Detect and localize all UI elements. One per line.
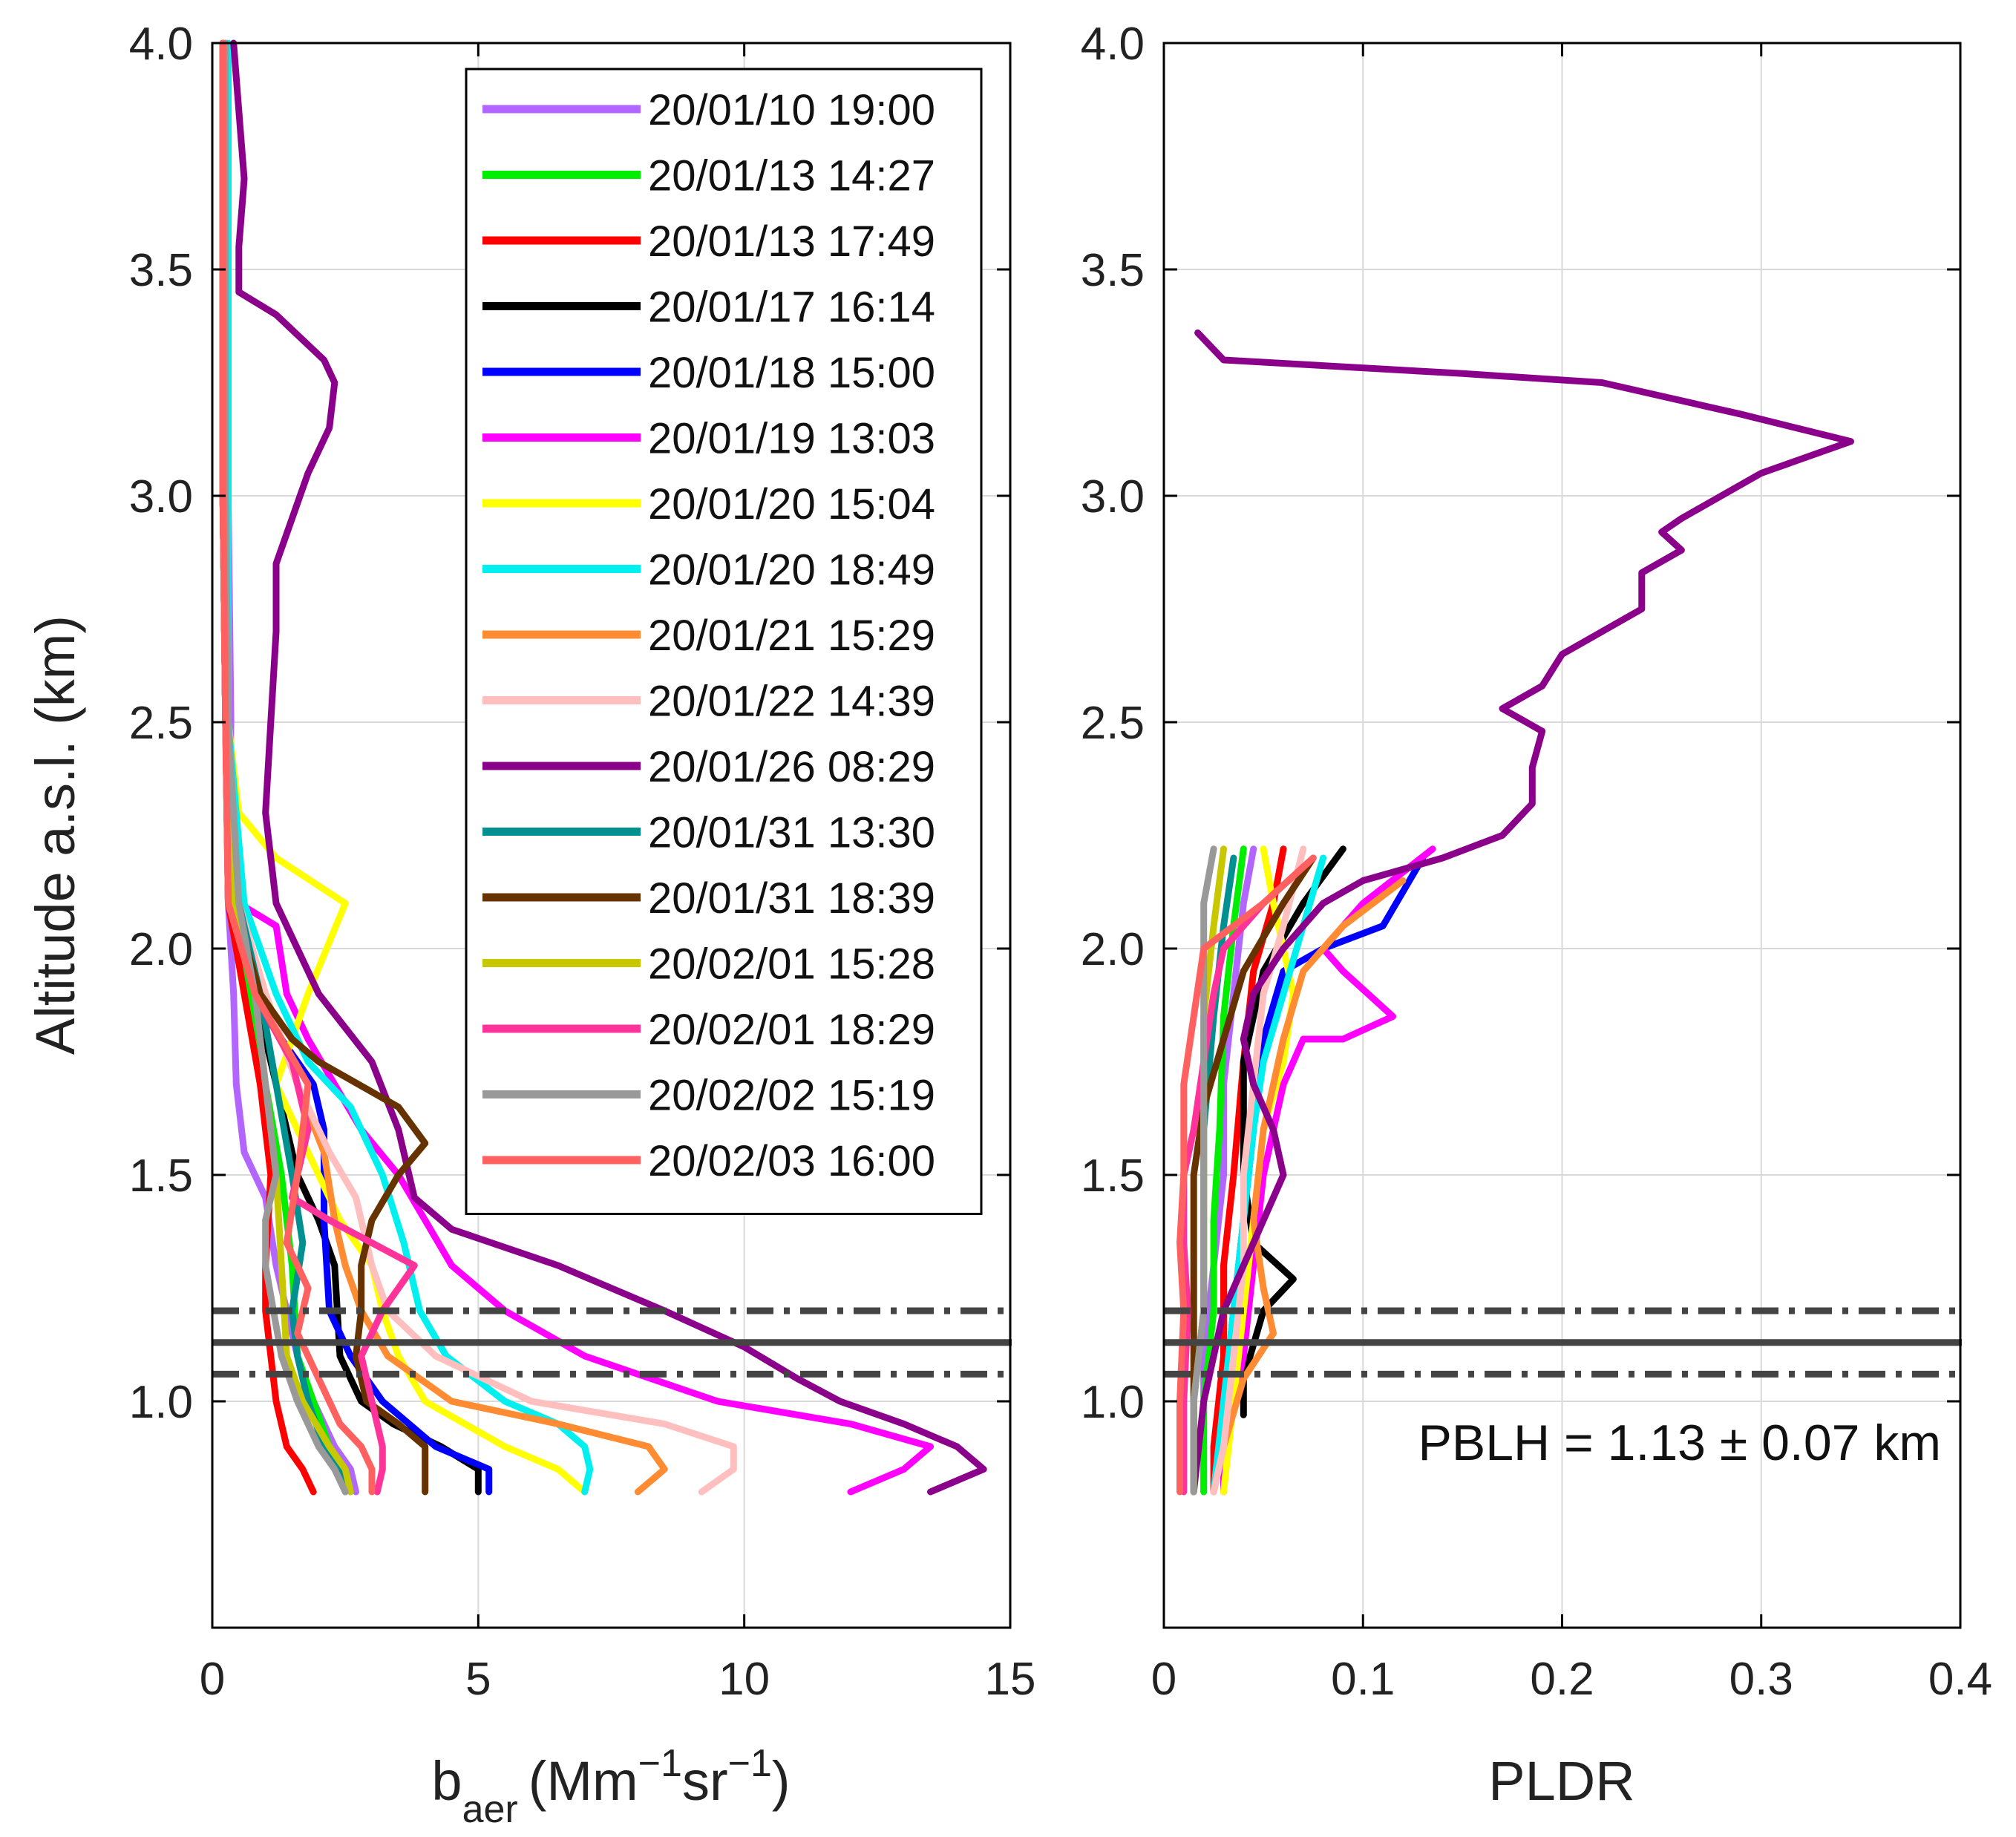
left-ticks: 0 5 10 15 1.0 1.5 2.0 2.5 3.0 3.5 4.0 [129,19,1036,1705]
right-panel: 0 0.1 0.2 0.3 0.4 1.0 1.5 2.0 2.5 3.0 3.5 4.0 PBLH … [1081,19,1992,1812]
legend-label: 20/01/20 18:49 [648,546,935,595]
xlabel-sup-2: −1 [728,1742,772,1785]
legend-label: 20/01/22 14:39 [648,678,935,726]
left-x-axis-label: baer (Mm−1sr−1) [431,1742,790,1831]
right-ticks: 0 0.1 0.2 0.3 0.4 1.0 1.5 2.0 2.5 3.0 3.5 4.0 [1081,19,1992,1705]
xlabel-subscript: aer [462,1788,518,1831]
right-series-line [1210,877,1407,1496]
left-ytick-label: 1.5 [129,1150,193,1202]
left-series-line [222,39,349,1496]
left-xtick-label: 5 [465,1654,491,1705]
xlabel-units-2: sr [682,1750,728,1812]
left-ytick-label: 4.0 [129,19,193,70]
legend-label: 20/01/18 15:00 [648,349,935,397]
right-xtick-label: 0.3 [1729,1654,1793,1705]
legend-label: 20/01/26 08:29 [648,743,935,791]
left-series-group [219,39,987,1496]
right-xtick-label: 0 [1151,1654,1176,1705]
left-ytick-label: 2.0 [129,924,193,975]
right-ytick-label: 2.5 [1081,698,1145,749]
legend-box [465,68,983,1215]
left-series-line [230,39,987,1496]
left-series-line [219,39,418,1496]
xlabel-close: ) [772,1750,791,1812]
legend-label: 20/02/01 15:28 [648,940,935,989]
legend-label: 20/01/10 19:00 [648,86,935,134]
legend-label: 20/02/02 15:19 [648,1072,935,1120]
right-series-line [1176,854,1317,1496]
right-x-axis-label: PLDR [1488,1750,1634,1812]
legend-label: 20/01/31 18:39 [648,874,935,923]
right-ytick-label: 1.0 [1081,1377,1145,1428]
right-series-line [1210,845,1307,1496]
right-xtick-label: 0.2 [1530,1654,1594,1705]
left-ytick-label: 2.5 [129,698,193,749]
left-pblh-lines [212,1307,1012,1378]
right-gridlines [1163,42,1961,1628]
legend: 20/01/10 19:00 20/01/13 14:27 20/01/13 17:… [465,68,983,1215]
legend-label: 20/02/01 18:29 [648,1006,935,1054]
left-y-axis-label: Altitude a.s.l. (km) [24,615,86,1055]
right-pblh-lines [1164,1307,1962,1378]
left-ytick-label: 3.5 [129,245,193,296]
legend-label: 20/01/31 13:30 [648,809,935,857]
left-xtick-label: 15 [985,1654,1036,1705]
right-ytick-label: 3.5 [1081,245,1145,296]
left-ytick-label: 3.0 [129,471,193,523]
left-xtick-label: 10 [719,1654,770,1705]
legend-label: 20/01/17 16:14 [648,284,935,332]
pblh-annotation: PBLH = 1.13 ± 0.07 km [1418,1415,1941,1471]
right-ytick-label: 2.0 [1081,924,1145,975]
right-xtick-label: 0.1 [1331,1654,1395,1705]
right-series-line [1190,329,1854,1496]
xlabel-sup-1: −1 [638,1742,682,1785]
right-series-line [1190,845,1217,1496]
left-xtick-label: 0 [200,1654,225,1705]
xlabel-b: b [431,1750,462,1812]
right-series-group [1176,329,1854,1496]
legend-label: 20/01/19 13:03 [648,415,935,463]
left-axes-frame [211,42,1012,1629]
legend-label: 20/01/20 15:04 [648,480,935,528]
right-ytick-label: 3.0 [1081,471,1145,523]
right-ytick-label: 4.0 [1081,19,1145,70]
right-xtick-label: 0.4 [1928,1654,1992,1705]
xlabel-units: (Mm [528,1750,638,1812]
legend-label: 20/02/03 16:00 [648,1137,935,1185]
legend-label: 20/01/21 15:29 [648,612,935,660]
right-ytick-label: 1.5 [1081,1150,1145,1202]
left-panel: 0 5 10 15 1.0 1.5 2.0 2.5 3.0 3.5 4.0 20/01/10 19:… [24,19,1035,1831]
legend-label: 20/01/13 14:27 [648,152,935,200]
left-ytick-label: 1.0 [129,1377,193,1428]
legend-label: 20/01/13 17:49 [648,217,935,266]
left-series-line [219,39,376,1496]
